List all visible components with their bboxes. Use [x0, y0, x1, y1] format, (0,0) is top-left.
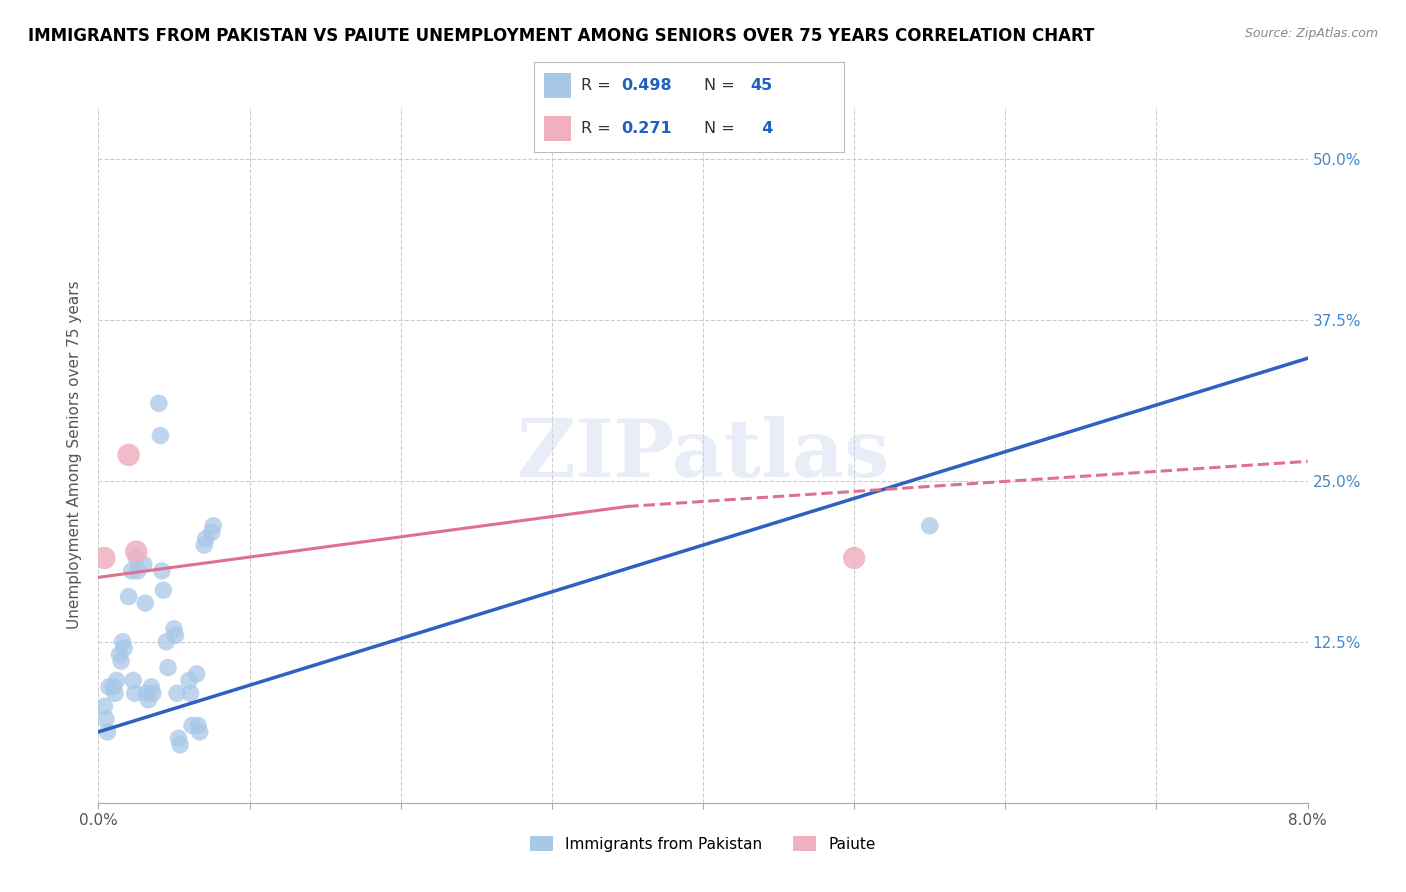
- Point: [169, 738, 191, 752]
- Point: [180, 686, 202, 700]
- Point: [167, 731, 190, 746]
- Point: [105, 673, 128, 688]
- Point: [194, 532, 217, 546]
- Point: [135, 686, 157, 700]
- Text: 0.498: 0.498: [621, 78, 672, 93]
- Point: [98, 680, 121, 694]
- Point: [165, 628, 187, 642]
- Point: [94, 712, 117, 726]
- Point: [179, 673, 201, 688]
- Point: [122, 673, 145, 688]
- Point: [93, 699, 115, 714]
- Text: N =: N =: [704, 120, 741, 136]
- Point: [103, 680, 125, 694]
- Point: [141, 680, 163, 694]
- Point: [193, 538, 215, 552]
- Text: IMMIGRANTS FROM PAKISTAN VS PAIUTE UNEMPLOYMENT AMONG SENIORS OVER 75 YEARS CORR: IMMIGRANTS FROM PAKISTAN VS PAIUTE UNEMP…: [28, 27, 1094, 45]
- Point: [149, 428, 172, 442]
- Point: [124, 686, 146, 700]
- Point: [96, 725, 118, 739]
- Point: [188, 725, 211, 739]
- Text: 4: 4: [751, 120, 773, 136]
- Point: [127, 564, 149, 578]
- Point: [187, 718, 209, 732]
- Point: [93, 551, 115, 566]
- Text: ZIPatlas: ZIPatlas: [517, 416, 889, 494]
- Point: [134, 596, 156, 610]
- Point: [181, 718, 204, 732]
- Point: [121, 564, 143, 578]
- Point: [201, 525, 224, 540]
- Point: [112, 641, 135, 656]
- Point: [152, 583, 174, 598]
- Text: R =: R =: [581, 78, 616, 93]
- Point: [166, 686, 188, 700]
- Point: [125, 544, 148, 558]
- Point: [108, 648, 131, 662]
- FancyBboxPatch shape: [544, 116, 571, 141]
- Text: N =: N =: [704, 78, 741, 93]
- Point: [163, 622, 186, 636]
- Point: [155, 634, 177, 648]
- Text: 0.271: 0.271: [621, 120, 672, 136]
- Point: [918, 518, 941, 533]
- Point: [125, 551, 148, 566]
- Point: [136, 692, 159, 706]
- Point: [142, 686, 165, 700]
- FancyBboxPatch shape: [544, 73, 571, 98]
- Point: [202, 518, 225, 533]
- Legend: Immigrants from Pakistan, Paiute: Immigrants from Pakistan, Paiute: [524, 830, 882, 858]
- Point: [118, 448, 141, 462]
- Text: R =: R =: [581, 120, 616, 136]
- Point: [186, 667, 208, 681]
- Point: [132, 558, 155, 572]
- Y-axis label: Unemployment Among Seniors over 75 years: Unemployment Among Seniors over 75 years: [67, 281, 83, 629]
- Point: [118, 590, 141, 604]
- Point: [148, 396, 170, 410]
- Text: Source: ZipAtlas.com: Source: ZipAtlas.com: [1244, 27, 1378, 40]
- Point: [110, 654, 132, 668]
- Text: 45: 45: [751, 78, 773, 93]
- Point: [844, 551, 866, 566]
- Point: [111, 634, 134, 648]
- Point: [104, 686, 127, 700]
- Point: [150, 564, 173, 578]
- Point: [156, 660, 179, 674]
